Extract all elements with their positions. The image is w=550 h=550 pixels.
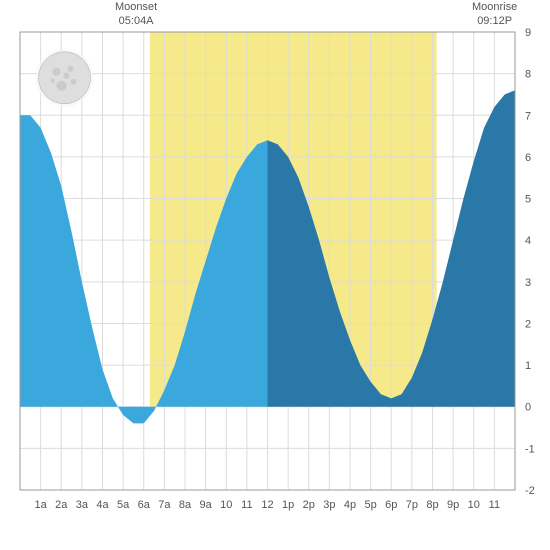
y-tick-label: 9 <box>525 27 531 39</box>
x-tick-label: 8a <box>179 499 192 511</box>
x-tick-label: 10 <box>468 499 480 511</box>
x-tick-label: 6p <box>385 499 397 511</box>
x-tick-label: 3a <box>76 499 89 511</box>
x-tick-label: 4p <box>344 499 356 511</box>
x-tick-label: 7a <box>158 499 171 511</box>
x-tick-label: 2p <box>303 499 315 511</box>
x-tick-label: 1p <box>282 499 294 511</box>
y-tick-label: 4 <box>525 235 531 247</box>
x-tick-label: 11 <box>241 499 252 511</box>
x-tick-label: 9a <box>200 499 213 511</box>
moonrise-title: Moonrise <box>472 0 517 14</box>
y-tick-label: 5 <box>525 194 531 206</box>
moonset-title: Moonset <box>115 0 157 14</box>
moon-icon <box>36 49 94 107</box>
x-tick-label: 11 <box>489 499 500 511</box>
moonset-time: 05:04A <box>115 14 157 28</box>
x-tick-label: 8p <box>426 499 438 511</box>
y-tick-label: 7 <box>525 110 531 122</box>
x-tick-label: 1a <box>35 499 48 511</box>
x-tick-label: 6a <box>138 499 151 511</box>
chart-svg: -2-101234567891a2a3a4a5a6a7a8a9a1011121p… <box>0 0 550 550</box>
y-tick-label: -2 <box>525 485 535 497</box>
x-tick-label: 5a <box>117 499 130 511</box>
y-tick-label: 3 <box>525 277 531 289</box>
x-tick-label: 10 <box>220 499 232 511</box>
x-tick-label: 3p <box>323 499 335 511</box>
moonset-label: Moonset 05:04A <box>115 0 157 29</box>
x-tick-label: 4a <box>96 499 109 511</box>
moonrise-label: Moonrise 09:12P <box>472 0 517 29</box>
x-tick-label: 12 <box>261 499 273 511</box>
y-tick-label: 2 <box>525 318 531 330</box>
moonrise-time: 09:12P <box>472 14 517 28</box>
y-tick-label: 8 <box>525 69 531 81</box>
x-tick-label: 9p <box>447 499 459 511</box>
y-tick-label: -1 <box>525 443 535 455</box>
y-tick-label: 6 <box>525 152 531 164</box>
tide-chart: Moonset 05:04A Moonrise 09:12P -2-101234… <box>0 0 550 550</box>
x-tick-label: 7p <box>406 499 418 511</box>
x-tick-label: 2a <box>55 499 68 511</box>
y-tick-label: 0 <box>525 402 531 414</box>
y-tick-label: 1 <box>525 360 531 372</box>
x-tick-label: 5p <box>365 499 377 511</box>
